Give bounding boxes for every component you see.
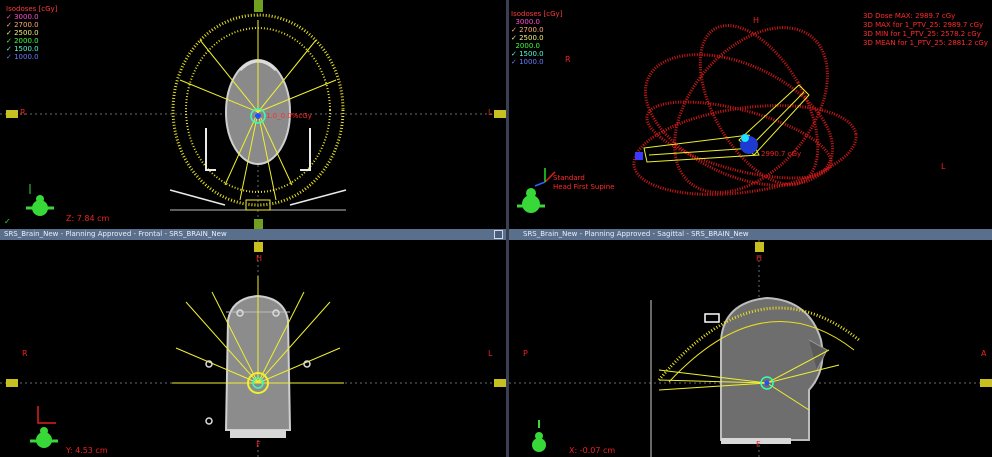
isocenter — [741, 134, 749, 142]
isodose-2700[interactable]: ✓ 2700.0 — [6, 21, 57, 29]
isodose-title: Isodoses [cGy] — [6, 5, 57, 13]
isodose-value: 1000.0 — [519, 58, 544, 66]
patient-orientation-icon — [517, 188, 545, 213]
beam-lines — [180, 20, 336, 200]
isodose-2000[interactable]: 2000.0 — [511, 42, 562, 50]
frontal-view-titlebar[interactable]: SRS_Brain_New - Planning Approved - Fron… — [0, 229, 506, 240]
sagittal-view[interactable]: P A H F X: -0.07 cm — [509, 240, 992, 457]
transverse-view[interactable]: ✓ Isodoses [cGy] ✓ 3000.0 ✓ 2700.0 ✓ 250… — [0, 0, 506, 229]
mask-frame-right — [300, 128, 310, 170]
patient-head-sagittal — [721, 298, 823, 440]
top-edge-marker[interactable] — [254, 242, 263, 252]
3d-view[interactable]: Isodoses [cGy] 3000.0 ✓ 2700.0 ✓ 2500.0 … — [509, 0, 992, 229]
top-edge-marker[interactable] — [755, 242, 764, 252]
isodose-value: 1500.0 — [14, 45, 39, 53]
marker-head: H — [256, 254, 262, 263]
frontal-canvas — [0, 240, 506, 457]
maximize-view-button[interactable] — [494, 230, 503, 239]
marker-head: H — [756, 254, 762, 263]
sagittal-view-titlebar[interactable]: SRS_Brain_New - Planning Approved - Sagi… — [509, 229, 992, 240]
axis-triad-icon — [535, 168, 555, 186]
check-icon: ✓ — [4, 217, 11, 226]
isodose-2500[interactable]: ✓ 2500.0 — [511, 34, 562, 42]
beam-lines — [172, 276, 344, 383]
isocenter — [765, 381, 770, 386]
isodose-value: 3000.0 — [14, 13, 39, 21]
marker-left: L — [941, 162, 945, 171]
dose-label: 2990.7 cGy — [761, 150, 801, 158]
ptv-min: 3D MIN for 1_PTV_25: 2578.2 cGy — [863, 30, 988, 39]
orientation-position: Head First Supine — [553, 183, 615, 192]
marker-feet: F — [256, 440, 261, 449]
right-edge-marker[interactable] — [980, 379, 992, 387]
mask-frame-left — [206, 128, 216, 170]
isodose-2000[interactable]: ✓ 2000.0 — [6, 37, 57, 45]
couch-right — [290, 190, 346, 205]
marker-left: L — [488, 349, 492, 358]
isodose-legend-right: Isodoses [cGy] 3000.0 ✓ 2700.0 ✓ 2500.0 … — [511, 10, 562, 66]
isodose-title: Isodoses [cGy] — [511, 10, 562, 18]
couch-left — [170, 190, 225, 205]
marker-head: H — [753, 16, 759, 25]
isocenter — [255, 113, 261, 119]
orientation-text: Standard Head First Supine — [553, 174, 615, 192]
y-position-label: Y: 4.53 cm — [66, 446, 108, 455]
sagittal-canvas — [509, 240, 992, 457]
isodose-value: 2500.0 — [519, 34, 544, 42]
frontal-view[interactable]: R L H F Y: 4.53 cm — [0, 240, 506, 457]
isodose-value: 1000.0 — [14, 53, 39, 61]
ptv-max: 3D MAX for 1_PTV_25: 2989.7 cGy — [863, 21, 988, 30]
gantry-marker — [635, 152, 643, 160]
isodose-2500[interactable]: ✓ 2500.0 — [6, 29, 57, 37]
isodose-3000[interactable]: ✓ 3000.0 — [6, 13, 57, 21]
marker-right: R — [22, 349, 28, 358]
collimator-icon — [705, 314, 719, 322]
isodose-value: 3000.0 — [515, 18, 540, 26]
marker-feet: F — [756, 440, 761, 449]
z-position-label: Z: 7.84 cm — [66, 214, 109, 223]
ptv-mean: 3D MEAN for 1_PTV_25: 2881.2 cGy — [863, 39, 988, 48]
marker-anterior: A — [981, 349, 986, 358]
dose-statistics: 3D Dose MAX: 2989.7 cGy 3D MAX for 1_PTV… — [863, 12, 988, 48]
left-edge-marker[interactable] — [6, 110, 18, 118]
axis-corner-icon — [38, 406, 56, 423]
bottom-edge-marker[interactable] — [254, 219, 263, 229]
isodose-value: 2000.0 — [515, 42, 540, 50]
dose-label: 1.0_0.0%cGy — [266, 112, 312, 120]
isodose-value: 2700.0 — [519, 26, 544, 34]
top-edge-marker[interactable] — [254, 0, 263, 12]
isodose-3000[interactable]: 3000.0 — [511, 18, 562, 26]
dose-max: 3D Dose MAX: 2989.7 cGy — [863, 12, 988, 21]
marker-right: R — [565, 55, 571, 64]
marker-posterior: P — [523, 349, 528, 358]
patient-orientation-icon — [532, 420, 546, 452]
isodose-legend-left: Isodoses [cGy] ✓ 3000.0 ✓ 2700.0 ✓ 2500.… — [6, 5, 57, 61]
isodose-value: 2000.0 — [14, 37, 39, 45]
isodose-1500[interactable]: ✓ 1500.0 — [6, 45, 57, 53]
patient-orientation-icon — [30, 427, 58, 448]
orientation-standard: Standard — [553, 174, 615, 183]
isodose-2700[interactable]: ✓ 2700.0 — [511, 26, 562, 34]
isodose-value: 1500.0 — [519, 50, 544, 58]
marker-right: R — [20, 108, 26, 117]
patient-orientation-icon — [26, 184, 54, 216]
x-position-label: X: -0.07 cm — [569, 446, 615, 455]
isodose-1000[interactable]: ✓ 1000.0 — [6, 53, 57, 61]
left-edge-marker[interactable] — [6, 379, 18, 387]
isodose-1500[interactable]: ✓ 1500.0 — [511, 50, 562, 58]
isodose-value: 2700.0 — [14, 21, 39, 29]
isodose-value: 2500.0 — [14, 29, 39, 37]
marker-left: L — [488, 108, 492, 117]
transverse-canvas: ✓ — [0, 0, 506, 229]
head-support — [230, 430, 286, 438]
right-edge-marker[interactable] — [494, 379, 506, 387]
arc-trajectories — [625, 0, 862, 221]
right-edge-marker[interactable] — [494, 110, 506, 118]
isodose-1000[interactable]: ✓ 1000.0 — [511, 58, 562, 66]
